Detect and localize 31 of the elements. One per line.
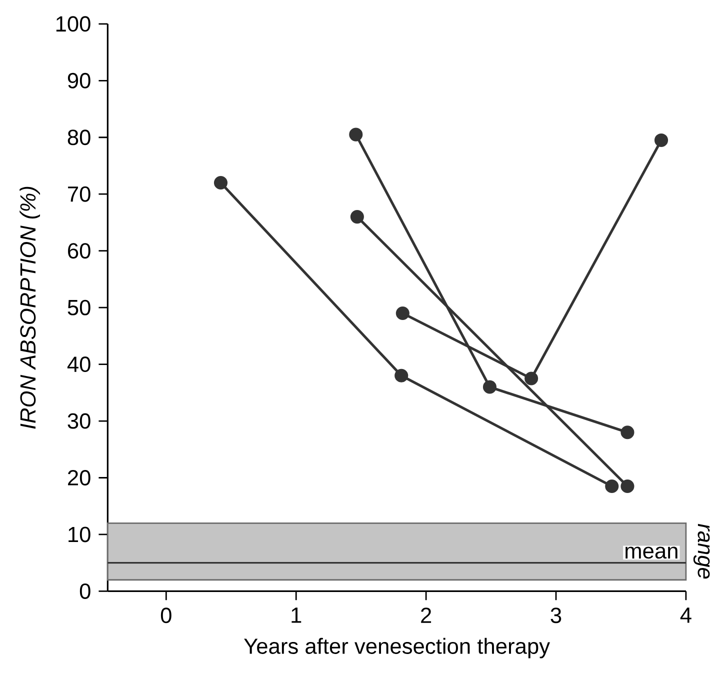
band-label: range [693,524,710,579]
point [620,426,634,440]
ref-line-label: mean [626,546,678,559]
y-tick-label: 80 [68,130,90,146]
y-tick-label: 0 [80,584,90,599]
x-tick-label: 0 [160,608,172,624]
point [396,306,410,320]
point [349,128,363,142]
y-tick-label: 40 [67,356,90,372]
point [605,480,619,494]
y-tick-label: 90 [68,72,90,88]
y-tick-label: 50 [68,300,90,316]
point [214,176,228,190]
point [654,133,668,148]
point [524,372,538,386]
y-axis-title: IRON ABSORPTION (%) [20,186,40,429]
x-tick-label: 4 [680,608,692,623]
point [482,380,496,394]
y-tick-label: 10 [68,526,90,542]
y-tick-label: 30 [68,413,90,429]
x-tick-label: 1 [292,608,302,623]
y-tick-label: 20 [68,470,90,486]
x-tick-label: 3 [550,608,562,624]
y-tick-label: 70 [68,186,90,202]
x-tick-label: 2 [421,608,432,623]
x-axis-title: Years after venesection therapy [244,638,550,658]
point [620,480,634,494]
y-tick-label: 60 [68,243,90,259]
point [350,210,364,224]
point [394,368,408,382]
y-tick-label: 100 [56,16,90,32]
